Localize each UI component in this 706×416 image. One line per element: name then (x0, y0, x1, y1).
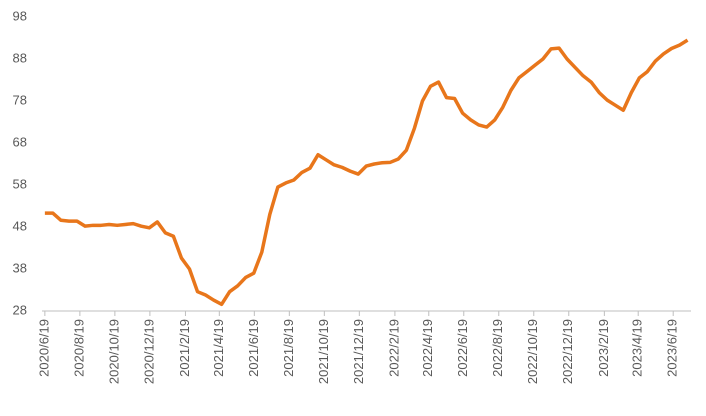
x-tick-label: 2022/2/19 (386, 319, 401, 377)
x-tick-label: 2021/6/19 (246, 319, 261, 377)
x-tick-label: 2022/10/19 (525, 319, 540, 384)
x-tick-label: 2021/12/19 (351, 319, 366, 384)
line-series (44, 38, 689, 307)
y-tick-label: 98 (13, 8, 27, 23)
y-tick-label: 28 (13, 302, 27, 317)
x-tick-label: 2021/8/19 (281, 319, 296, 377)
y-tick-label: 58 (13, 176, 27, 191)
x-tick-label: 2022/6/19 (455, 319, 470, 377)
x-tick-label: 2021/2/19 (177, 319, 192, 377)
x-tick-label: 2021/10/19 (316, 319, 331, 384)
y-tick-label: 88 (13, 50, 27, 65)
y-tick-label: 48 (13, 218, 27, 233)
x-tick-label: 2022/12/19 (560, 319, 575, 384)
x-tick-label: 2022/8/19 (490, 319, 505, 377)
x-tick-label: 2020/12/19 (141, 319, 156, 384)
x-tick-label: 2023/4/19 (630, 319, 645, 377)
x-tick-label: 2021/4/19 (211, 319, 226, 377)
y-tick-label: 68 (13, 134, 27, 149)
x-tick-label: 2022/4/19 (420, 319, 435, 377)
x-tick-label: 2020/6/19 (36, 319, 51, 377)
y-tick-label: 38 (13, 260, 27, 275)
x-tick-label: 2020/8/19 (71, 319, 86, 377)
y-tick-label: 78 (13, 92, 27, 107)
x-tick-label: 2023/2/19 (596, 319, 611, 377)
x-tick-label: 2023/6/19 (665, 319, 680, 377)
x-tick-label: 2020/10/19 (106, 319, 121, 384)
